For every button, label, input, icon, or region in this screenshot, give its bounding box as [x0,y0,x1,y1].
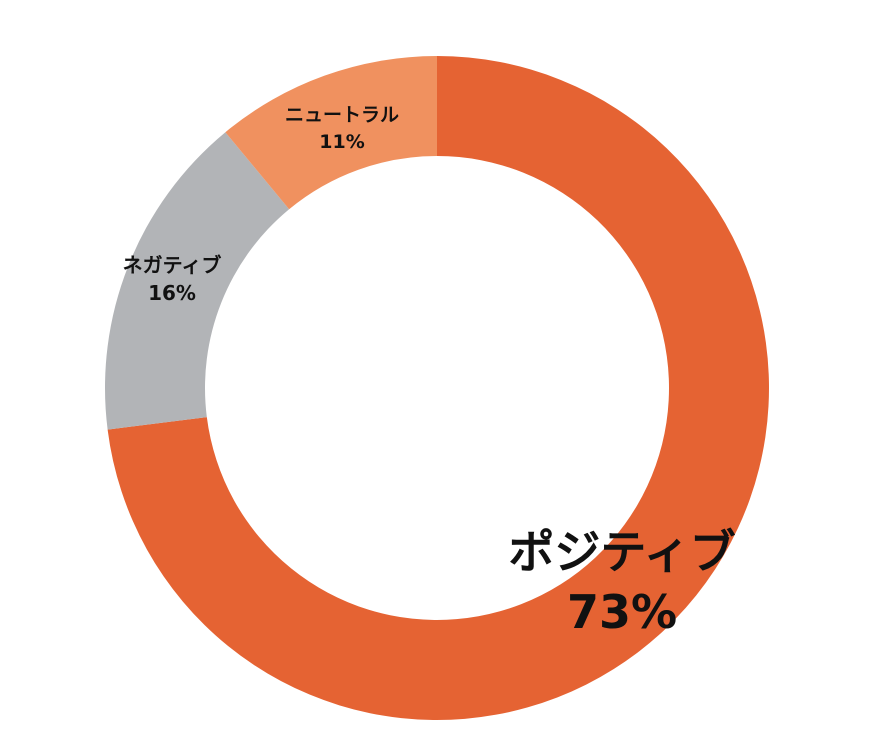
slice-label-neutral: ニュートラル [285,104,399,126]
slice-label-positive: ポジティブ [508,525,735,579]
slice-negative [105,132,290,430]
slice-positive [107,56,769,720]
slice-value-positive: 73% [567,585,677,639]
slice-value-neutral: 11% [319,131,364,153]
donut-slices [105,56,769,720]
slice-neutral [225,56,437,210]
slice-value-negative: 16% [148,281,196,305]
slice-label-negative: ネガティブ [123,253,222,277]
slice-labels: ポジティブ 73% ネガティブ 16% ニュートラル 11% [123,104,736,639]
